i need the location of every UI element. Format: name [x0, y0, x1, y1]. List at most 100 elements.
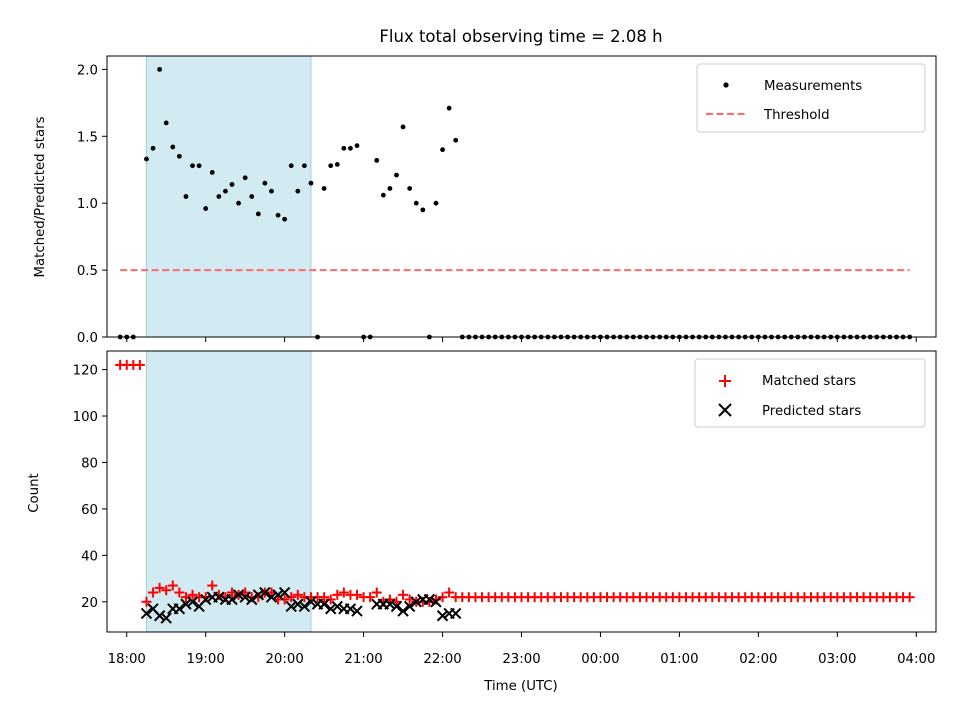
measurement-point: [203, 206, 209, 211]
matched-star-point: [207, 580, 218, 591]
measurement-point: [440, 147, 445, 153]
x-tick-label: 01:00: [660, 652, 698, 667]
predicted-star-point: [265, 591, 278, 603]
measurement-point: [380, 192, 386, 198]
measurement-point: [190, 163, 195, 169]
measurement-point: [328, 163, 334, 169]
measurement-point: [282, 216, 288, 222]
measurement-point: [269, 188, 274, 194]
top-y-tick-label: 0.0: [77, 331, 98, 346]
top-y-axis-label: Matched/Predicted stars: [33, 116, 48, 277]
x-tick-label: 20:00: [265, 652, 303, 667]
measurement-point: [308, 180, 314, 186]
matched-star-point: [148, 587, 159, 598]
bottom-legend: Matched stars Predicted stars: [694, 358, 926, 428]
predicted-star-point: [344, 603, 357, 615]
matched-star-point: [187, 589, 198, 600]
predicted-star-point: [213, 591, 225, 603]
predicted-star-point: [226, 593, 238, 606]
measurement-point: [321, 186, 327, 191]
matched-star-point: [904, 592, 915, 603]
bottom-legend-box: [694, 358, 926, 428]
x-tick-label: 03:00: [818, 652, 856, 667]
measurement-point: [341, 145, 347, 151]
legend-predicted-label: Predicted stars: [762, 404, 861, 419]
chart-title: Flux total observing time = 2.08 h: [379, 27, 662, 46]
measurement-point: [407, 186, 413, 191]
bottom-panel: 20 40 60 80 100 120 18:00 19:00 20:00 21:00 22:00…: [27, 350, 937, 694]
matched-star-point: [332, 589, 343, 600]
top-legend: Measurements Threshold: [696, 63, 926, 133]
measurement-point: [183, 194, 189, 199]
measurement-point: [288, 163, 294, 169]
measurement-point: [453, 137, 459, 143]
measurement-point: [209, 170, 215, 175]
predicted-star-point: [252, 589, 265, 601]
measurement-point: [229, 182, 235, 187]
matched-star-point: [134, 359, 145, 370]
predicted-star-point: [278, 586, 291, 599]
predicted-star-point: [430, 596, 442, 608]
measurement-point: [295, 188, 301, 194]
measurement-point: [249, 194, 255, 199]
predicted-star-point: [239, 591, 251, 603]
measurement-point: [348, 145, 353, 151]
bottom-y-tick-label: 60: [81, 503, 98, 518]
x-tick-label: 18:00: [108, 652, 146, 667]
measurement-point: [223, 188, 228, 194]
x-tick-label: 21:00: [344, 652, 382, 667]
measurement-point: [433, 200, 439, 206]
matched-star-point: [338, 587, 349, 598]
measurement-point: [374, 157, 380, 163]
top-legend-box: [696, 63, 926, 133]
measurement-point: [163, 120, 169, 126]
predicted-star-point: [305, 596, 317, 608]
predicted-star-point: [318, 598, 330, 610]
matched-star-point: [161, 585, 172, 596]
top-y-tick-label: 1.0: [77, 197, 98, 212]
x-tick-label: 19:00: [187, 652, 225, 667]
matched-star-point: [371, 587, 382, 598]
predicted-star-point: [324, 603, 337, 615]
measurement-point: [144, 156, 149, 162]
bottom-y-tick-label: 120: [73, 364, 98, 379]
x-tick-label: 02:00: [739, 652, 777, 667]
measurement-point: [420, 207, 426, 213]
bottom-y-ticks: 20 40 60 80 100 120: [73, 364, 107, 611]
x-axis-label: Time (UTC): [483, 679, 558, 694]
predicted-star-point: [397, 605, 409, 617]
measurement-point: [354, 143, 360, 149]
measurement-point: [334, 161, 340, 167]
matched-star-point: [398, 589, 409, 600]
top-highlight-span: [145, 55, 312, 338]
measurement-point: [387, 186, 393, 191]
predicted-star-point: [285, 600, 297, 613]
top-panel: 0.00.51.01.52.0 Matched/Predicted stars …: [33, 55, 937, 346]
matched-star-point: [444, 587, 455, 598]
predicted-star-point: [403, 600, 416, 613]
legend-threshold-label: Threshold: [763, 108, 830, 123]
predicted-star-point: [298, 600, 311, 613]
measurement-point: [242, 175, 248, 181]
top-x-ticks: [126, 337, 917, 342]
predicted-star-point: [390, 600, 403, 613]
x-tick-label: 00:00: [581, 652, 619, 667]
predicted-star-point: [351, 605, 363, 617]
bottom-y-axis-label: Count: [27, 473, 42, 513]
bottom-x-ticks: 18:00 19:00 20:00 21:00 22:00 23:00 00:00 01:00…: [108, 632, 935, 667]
measurement-point: [301, 163, 307, 169]
count-points-layer: [115, 359, 915, 624]
predicted-star-point: [272, 589, 284, 601]
matched-star-point: [365, 592, 376, 603]
measurement-point: [394, 172, 399, 178]
legend-matched-label: Matched stars: [762, 374, 856, 389]
measurement-point: [446, 105, 452, 111]
predicted-star-point: [449, 607, 462, 620]
measurement-point: [196, 163, 202, 169]
measurement-point: [150, 145, 156, 151]
matched-star-point: [292, 589, 303, 600]
matched-star-point: [174, 587, 185, 598]
measurement-point: [275, 212, 281, 218]
x-tick-label: 04:00: [897, 652, 935, 667]
